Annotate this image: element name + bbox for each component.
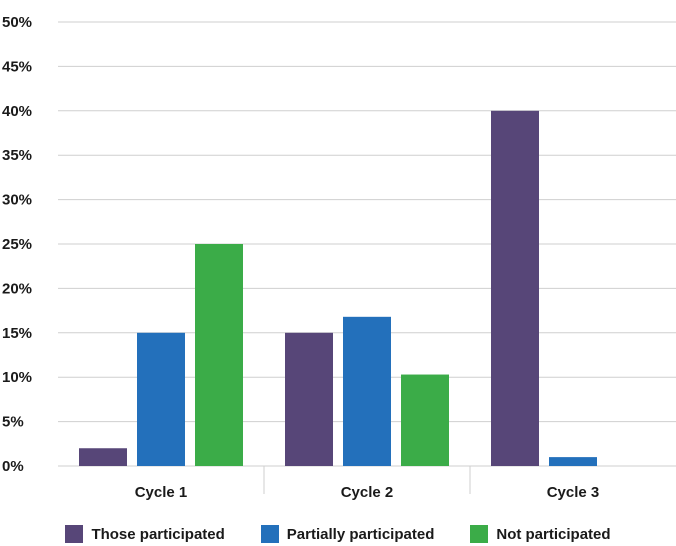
bar — [285, 332, 333, 466]
y-axis-tick-labels: 0% 5% 10% 15% 20% 25% 30% 35% 40% 45% 50% — [2, 14, 32, 475]
y-tick-label: 0% — [2, 458, 24, 475]
legend-swatch — [470, 525, 489, 543]
y-tick-label: 35% — [2, 147, 32, 164]
bar — [195, 244, 243, 466]
legend-label: Those participated — [91, 525, 225, 543]
x-axis: Cycle 1 Cycle 2 Cycle 3 — [135, 466, 600, 501]
legend-item: Those participated — [65, 525, 225, 543]
bar — [549, 457, 597, 466]
x-tick-label: Cycle 3 — [547, 484, 600, 501]
legend-swatch — [65, 525, 84, 543]
y-tick-label: 10% — [2, 369, 32, 386]
y-tick-label: 20% — [2, 280, 32, 297]
legend: Those participated Partially participated… — [0, 522, 676, 546]
bar — [137, 332, 185, 466]
legend-item: Partially participated — [260, 525, 435, 543]
legend-item: Not participated — [470, 525, 611, 543]
legend-label: Partially participated — [286, 525, 435, 543]
bar — [401, 374, 449, 466]
y-tick-label: 25% — [2, 236, 32, 253]
y-tick-label: 45% — [2, 58, 32, 75]
y-tick-label: 15% — [2, 325, 32, 342]
bar — [491, 110, 539, 467]
legend-label: Not participated — [496, 525, 611, 543]
bar — [79, 448, 127, 466]
y-tick-label: 40% — [2, 103, 32, 120]
bar — [343, 316, 391, 466]
y-tick-label: 50% — [2, 14, 32, 31]
x-tick-label: Cycle 1 — [135, 484, 188, 501]
y-tick-label: 30% — [2, 192, 32, 209]
bars — [79, 110, 597, 467]
y-tick-label: 5% — [2, 414, 24, 431]
x-tick-label: Cycle 2 — [341, 484, 394, 501]
legend-swatch — [260, 525, 279, 543]
